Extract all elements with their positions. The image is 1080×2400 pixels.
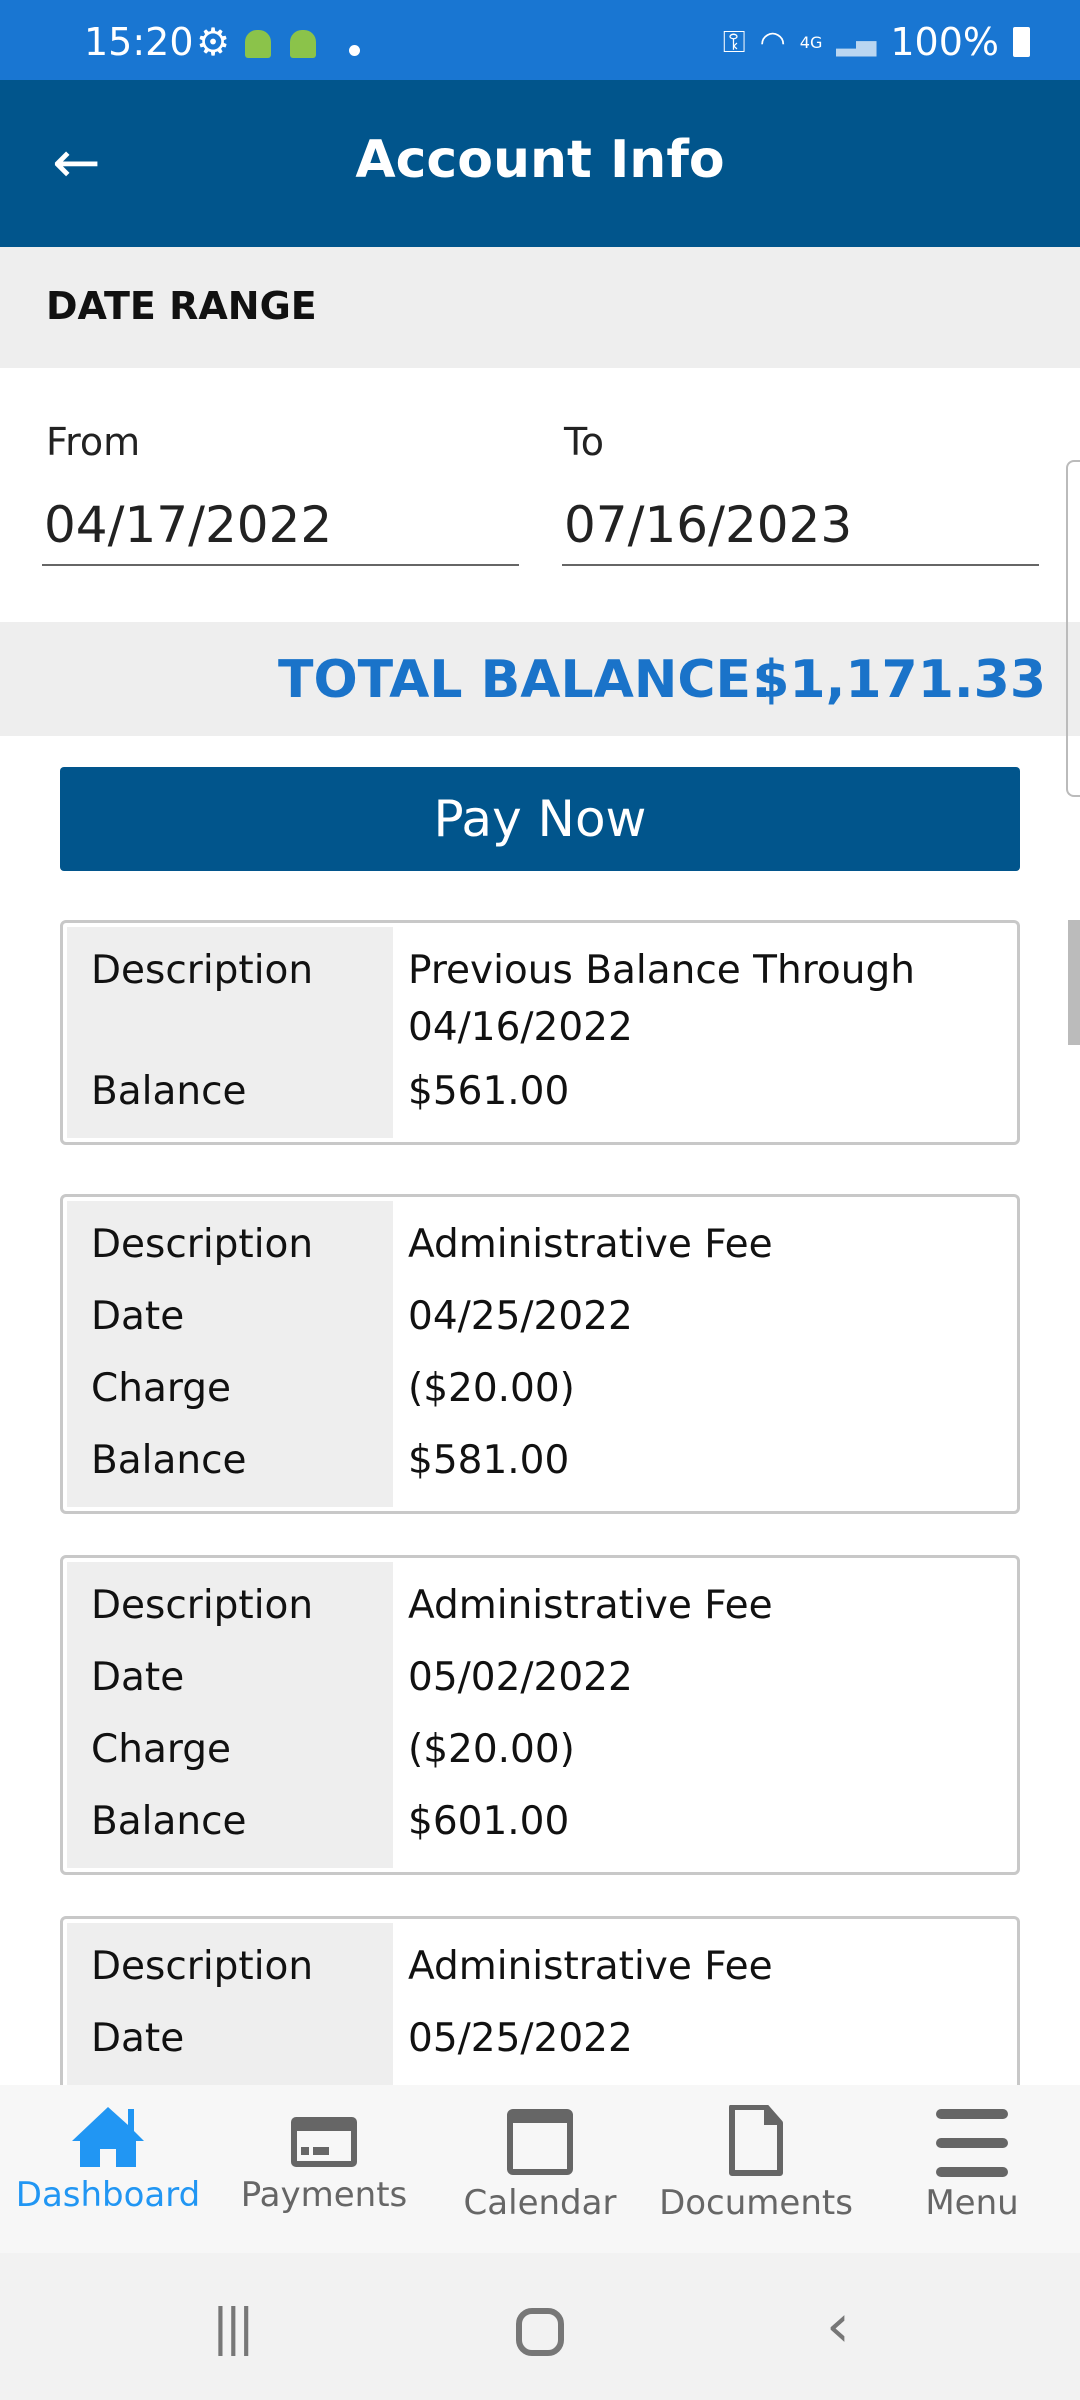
nav-documents[interactable]: Documents: [648, 2105, 864, 2223]
status-bar: 15:20 ⚙ ⚿ ◠ 4G ▂▄ 100%: [0, 0, 1080, 80]
field-value: ($20.00): [408, 1366, 575, 1411]
scroll-indicator: [1066, 460, 1080, 797]
document-icon: [729, 2105, 783, 2176]
total-balance-bar: TOTAL BALANCE: $1,171.33: [0, 622, 1080, 736]
field-value: Previous Balance Through 04/16/2022: [408, 948, 915, 1050]
from-label: From: [46, 420, 141, 464]
nav-label: Payments: [240, 2175, 408, 2215]
total-balance-amount: $1,171.33: [753, 650, 1046, 710]
app-header: ← Account Info: [0, 80, 1080, 247]
system-navigation-bar: ||| ‹: [0, 2253, 1080, 2400]
transaction-card: Description Administrative Fee Date 05/02/2…: [60, 1555, 1020, 1875]
back-button[interactable]: ‹: [826, 2291, 850, 2361]
transaction-row: Charge ($20.00): [63, 1353, 1017, 1425]
field-value: $561.00: [408, 1069, 570, 1114]
field-label: Date: [91, 2016, 185, 2061]
date-range-section: DATE RANGE: [0, 247, 1080, 368]
label-column: [67, 1201, 393, 1507]
calendar-icon: [507, 2109, 573, 2175]
field-label: Description: [91, 1583, 314, 1628]
field-label: Description: [91, 1944, 314, 1989]
field-value: Administrative Fee: [408, 1944, 773, 1989]
field-label: Balance: [91, 1069, 247, 1114]
nav-menu[interactable]: Menu: [864, 2105, 1080, 2223]
field-value: $601.00: [408, 1799, 570, 1844]
nav-label: Menu: [925, 2183, 1019, 2223]
nav-label: Dashboard: [15, 2175, 201, 2215]
field-value: ($20.00): [408, 1727, 575, 1772]
label-column: [67, 1923, 393, 2109]
nav-label: Calendar: [463, 2183, 617, 2223]
android-icon: [245, 30, 271, 58]
pay-now-button[interactable]: Pay Now: [60, 767, 1020, 871]
field-label: Charge: [91, 1727, 231, 1772]
nav-label: Documents: [659, 2183, 853, 2223]
transaction-row: Description Administrative Fee: [63, 1570, 1017, 1642]
transaction-row: Balance $601.00: [63, 1786, 1017, 1858]
back-arrow-icon[interactable]: ←: [52, 128, 101, 196]
vpn-key-icon: ⚿: [722, 24, 746, 60]
settings-icon: ⚙: [196, 20, 231, 64]
total-balance-label: TOTAL BALANCE:: [278, 650, 772, 710]
transaction-row: Balance $581.00: [63, 1425, 1017, 1497]
field-value: Administrative Fee: [408, 1222, 773, 1267]
dot-icon: [349, 45, 360, 56]
scrollbar[interactable]: [1068, 920, 1080, 1045]
network-type: 4G: [799, 32, 823, 52]
field-label: Description: [91, 1222, 314, 1267]
field-label: Charge: [91, 1366, 231, 1411]
home-button[interactable]: [516, 2308, 564, 2356]
transaction-row: Description Administrative Fee: [63, 1209, 1017, 1281]
to-date-input[interactable]: 07/16/2023: [562, 496, 1039, 566]
field-value: 05/02/2022: [408, 1655, 633, 1700]
nav-dashboard[interactable]: Dashboard: [0, 2105, 216, 2215]
field-label: Balance: [91, 1438, 247, 1483]
transaction-card: Description Administrative Fee Date 05/25/2…: [60, 1916, 1020, 2116]
battery-icon: [1013, 27, 1030, 57]
page-title: Account Info: [355, 130, 725, 190]
card-icon: [291, 2117, 357, 2167]
label-column: [67, 1562, 393, 1868]
wifi-icon: ◠: [759, 24, 786, 60]
date-range-heading: DATE RANGE: [46, 284, 317, 328]
transaction-row: Balance $561.00: [63, 1056, 1017, 1128]
battery-level: 100%: [890, 20, 999, 64]
menu-icon: [936, 2109, 1008, 2177]
transaction-card: Description Previous Balance Through 04/1…: [60, 920, 1020, 1145]
to-label: To: [564, 420, 605, 464]
field-value: 05/25/2022: [408, 2016, 633, 2061]
signal-icon: ▂▄: [836, 27, 877, 57]
nav-calendar[interactable]: Calendar: [432, 2105, 648, 2223]
field-label: Date: [91, 1294, 185, 1339]
field-label: Date: [91, 1655, 185, 1700]
field-label: Description: [91, 948, 314, 993]
nav-payments[interactable]: Payments: [216, 2105, 432, 2215]
transaction-row: Description Administrative Fee: [63, 1931, 1017, 2003]
label-column: [67, 927, 393, 1138]
from-date-input[interactable]: 04/17/2022: [42, 496, 519, 566]
transaction-row: Date 05/02/2022: [63, 1642, 1017, 1714]
transaction-row: Charge ($20.00): [63, 1714, 1017, 1786]
field-value: 04/25/2022: [408, 1294, 633, 1339]
android-icon: [290, 30, 316, 58]
field-value: Administrative Fee: [408, 1583, 773, 1628]
transaction-row: Description Previous Balance Through 04/1…: [63, 935, 1017, 1056]
transaction-row: Date 05/25/2022: [63, 2003, 1017, 2075]
bottom-navigation: Dashboard Payments Calendar Documents Me…: [0, 2085, 1080, 2253]
clock: 15:20: [84, 20, 194, 64]
transaction-row: Date 04/25/2022: [63, 1281, 1017, 1353]
recent-apps-button[interactable]: |||: [212, 2298, 255, 2356]
field-label: Balance: [91, 1799, 247, 1844]
field-value: $581.00: [408, 1438, 570, 1483]
home-icon: [72, 2107, 144, 2167]
transaction-card: Description Administrative Fee Date 04/25/2…: [60, 1194, 1020, 1514]
